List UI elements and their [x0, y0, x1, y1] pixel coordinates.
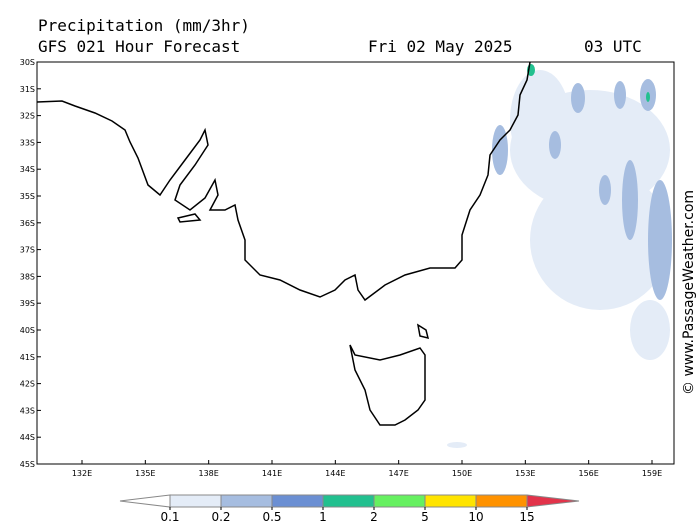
precip-heavier	[492, 79, 672, 300]
subtitle: GFS 021 Hour Forecast	[38, 37, 240, 56]
watermark: © www.PassageWeather.com	[681, 190, 697, 395]
colorbar-box	[424, 494, 477, 508]
lon-label: 135E	[135, 469, 155, 478]
lat-label: 43S	[20, 406, 35, 415]
lon-label: 147E	[389, 469, 409, 478]
colorbar-label: 2	[370, 510, 378, 524]
lat-label: 30S	[20, 58, 35, 67]
lat-label: 42S	[20, 380, 35, 389]
colorbar-box	[271, 494, 324, 508]
precip-spot	[646, 92, 650, 102]
lon-label: 132E	[72, 469, 92, 478]
lat-label: 33S	[20, 138, 35, 147]
colorbar-box	[322, 494, 375, 508]
colorbar-box	[373, 494, 426, 508]
colorbar-arrow	[119, 494, 171, 508]
lat-label: 39S	[20, 299, 35, 308]
lon-label: 150E	[452, 469, 472, 478]
colorbar-label: 5	[421, 510, 429, 524]
time: 03 UTC	[584, 37, 642, 56]
lon-label: 141E	[262, 469, 282, 478]
lon-label: 159E	[642, 469, 662, 478]
lon-label: 153E	[515, 469, 535, 478]
lat-label: 35S	[20, 192, 35, 201]
title: Precipitation (mm/3hr)	[38, 16, 250, 35]
lat-label: 36S	[20, 219, 35, 228]
date: Fri 02 May 2025	[368, 37, 513, 56]
colorbar-label: 0.1	[160, 510, 179, 524]
lat-label: 40S	[20, 326, 35, 335]
colorbar-box	[220, 494, 273, 508]
lon-label: 144E	[325, 469, 345, 478]
coastline	[36, 61, 531, 426]
colorbar-box	[169, 494, 222, 508]
colorbar-arrow	[526, 494, 580, 508]
lat-label: 32S	[20, 112, 35, 121]
lat-label: 34S	[20, 165, 35, 174]
lat-label: 31S	[20, 85, 35, 94]
colorbar-box	[475, 494, 528, 508]
lat-label: 45S	[20, 460, 35, 469]
colorbar-label: 1	[319, 510, 327, 524]
colorbar-label: 15	[519, 510, 534, 524]
precip-areas	[447, 70, 670, 448]
lat-label: 44S	[20, 433, 35, 442]
lon-label: 138E	[199, 469, 219, 478]
map-frame	[36, 61, 675, 465]
lon-label: 156E	[579, 469, 599, 478]
lat-label: 41S	[20, 353, 35, 362]
colorbar-label: 0.2	[211, 510, 230, 524]
colorbar-label: 10	[468, 510, 483, 524]
lat-label: 38S	[20, 272, 35, 281]
colorbar-label: 0.5	[262, 510, 281, 524]
lat-label: 37S	[20, 246, 35, 255]
